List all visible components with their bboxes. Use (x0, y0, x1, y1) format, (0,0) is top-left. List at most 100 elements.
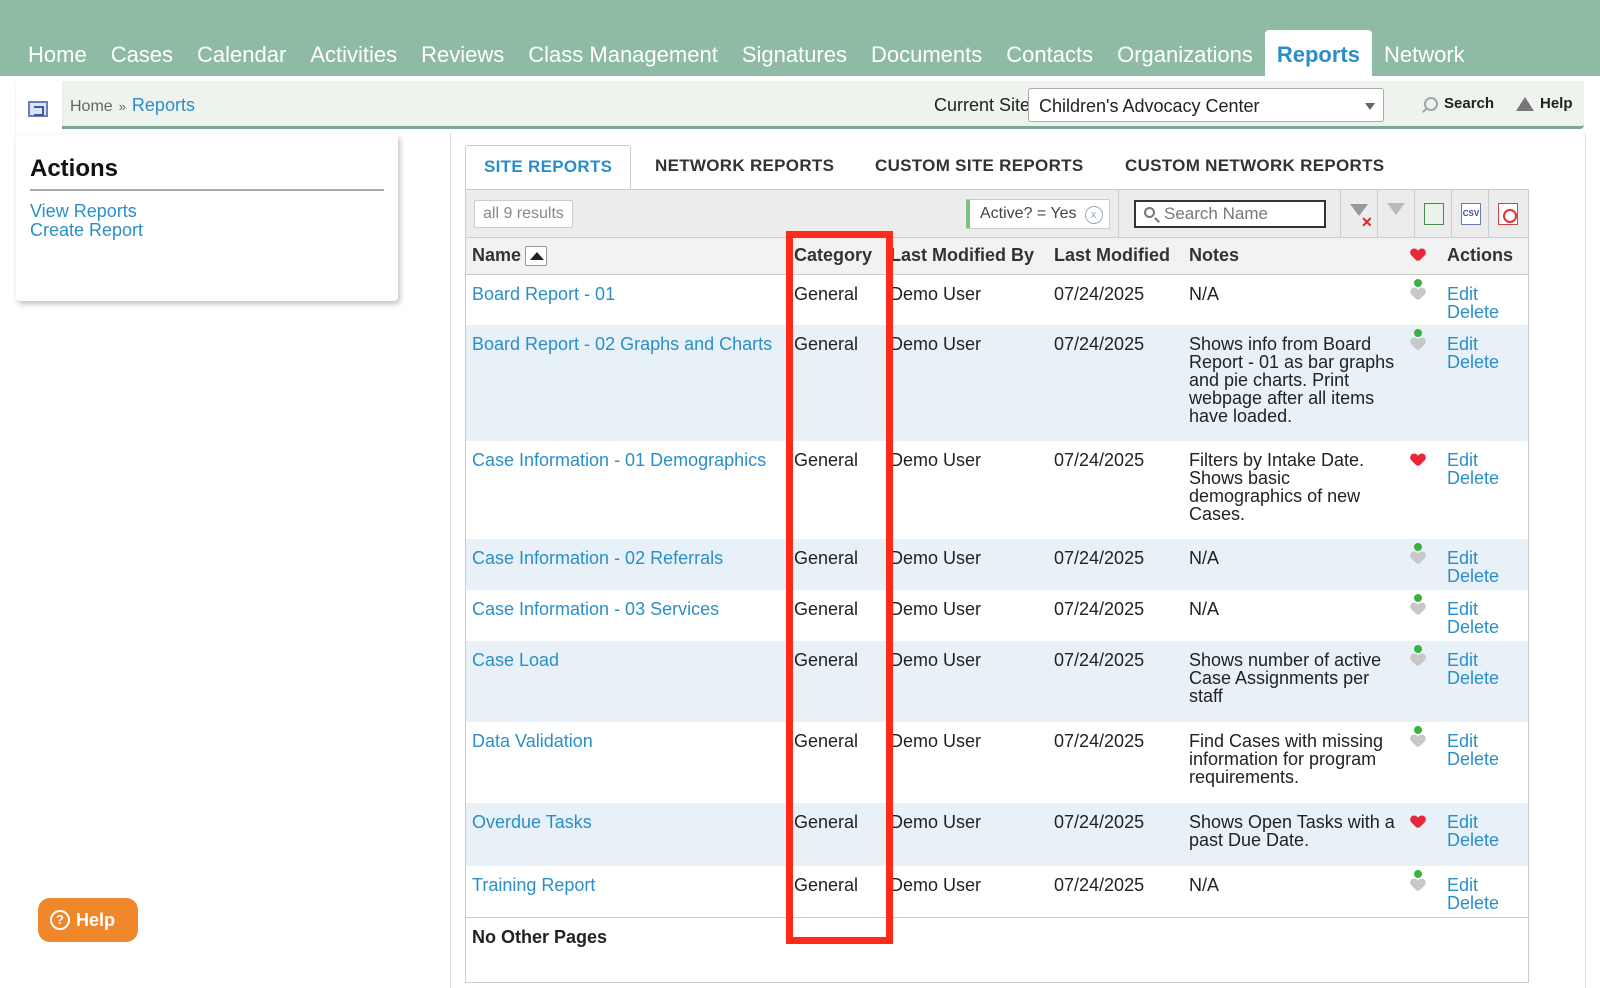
delete-link[interactable]: Delete (1447, 468, 1500, 488)
nav-tab-documents[interactable]: Documents (871, 42, 983, 67)
modified-by-cell: Demo User (890, 450, 982, 470)
nav-tab-reports[interactable]: Reports (1264, 30, 1372, 76)
current-site-select[interactable]: Children's Advocacy Center (1028, 88, 1384, 122)
edit-link[interactable]: Edit (1447, 599, 1479, 619)
col-last-modified-by[interactable]: Last Modified By (884, 238, 1048, 275)
filter-icon (1387, 203, 1405, 215)
header-search-button[interactable]: Search (1424, 95, 1494, 112)
report-name-link[interactable]: Case Information - 01 Demographics (472, 450, 767, 470)
breadcrumb-home[interactable]: Home (70, 98, 113, 115)
edit-link[interactable]: Edit (1447, 731, 1479, 751)
delete-link[interactable]: Delete (1447, 352, 1500, 372)
favorite-cell[interactable] (1405, 590, 1441, 641)
favorite-heart-icon[interactable] (1411, 552, 1425, 564)
sort-ascending-icon[interactable] (525, 246, 548, 267)
favorite-heart-icon[interactable] (1411, 338, 1425, 350)
export-pdf-button[interactable] (1488, 190, 1525, 238)
favorite-cell[interactable] (1405, 803, 1441, 866)
row-actions-cell: Edit Delete (1441, 274, 1528, 325)
modified-date-cell: 07/24/2025 (1048, 539, 1183, 590)
nav-tab-class-management[interactable]: Class Management (528, 42, 718, 67)
edit-link[interactable]: Edit (1447, 650, 1479, 670)
delete-link[interactable]: Delete (1447, 749, 1500, 769)
favorite-cell[interactable] (1405, 274, 1441, 325)
favorite-cell[interactable] (1405, 325, 1441, 441)
nav-tab-network[interactable]: Network (1383, 42, 1465, 67)
report-name-link[interactable]: Case Information - 03 Services (472, 599, 720, 619)
filter-button[interactable] (1377, 190, 1414, 238)
nav-tab-signatures[interactable]: Signatures (741, 42, 847, 67)
favorite-cell[interactable] (1405, 539, 1441, 590)
export-csv-button[interactable]: CSV (1451, 190, 1488, 238)
report-name-link[interactable]: Case Information - 02 Referrals (472, 548, 724, 568)
favorite-heart-icon[interactable] (1411, 654, 1425, 666)
report-name-link[interactable]: Overdue Tasks (472, 812, 592, 832)
nav-tab-activities[interactable]: Activities (310, 42, 398, 67)
category-cell: General (794, 450, 859, 470)
col-name-label: Name (472, 245, 522, 266)
filter-remove-icon[interactable]: x (1084, 206, 1103, 224)
delete-link[interactable]: Delete (1447, 617, 1500, 637)
favorite-heart-icon[interactable] (1411, 816, 1425, 828)
col-favorite[interactable] (1405, 238, 1441, 275)
actions-panel: Actions View Reports Create Report (16, 135, 398, 301)
col-last-modified[interactable]: Last Modified (1048, 238, 1183, 275)
report-name-cell: Data Validation (466, 722, 788, 803)
header-help-button[interactable]: Help (1516, 95, 1573, 112)
favorite-cell[interactable] (1405, 866, 1441, 917)
modified-date-cell: 07/24/2025 (1048, 325, 1183, 441)
delete-link[interactable]: Delete (1447, 566, 1500, 586)
nav-tab-cases[interactable]: Cases (110, 42, 174, 67)
modified-date-cell: 07/24/2025 (1054, 731, 1145, 751)
favorite-heart-icon[interactable] (1411, 735, 1425, 747)
search-name-input[interactable]: Search Name (1134, 200, 1326, 228)
edit-link[interactable]: Edit (1447, 283, 1479, 304)
col-name[interactable]: Name (466, 238, 788, 275)
edit-link[interactable]: Edit (1447, 875, 1479, 895)
delete-link[interactable]: Delete (1447, 893, 1500, 913)
edit-link[interactable]: Edit (1447, 450, 1479, 470)
edit-link[interactable]: Edit (1447, 548, 1479, 568)
report-name-link[interactable]: Case Load (472, 650, 560, 670)
tab-custom-site-reports[interactable]: CUSTOM SITE REPORTS (875, 156, 1084, 175)
favorite-heart-icon[interactable] (1411, 454, 1425, 466)
delete-link[interactable]: Delete (1447, 301, 1500, 322)
favorite-heart-icon[interactable] (1411, 603, 1425, 615)
tab-site-reports[interactable]: SITE REPORTS (465, 145, 632, 189)
tab-custom-network-reports[interactable]: CUSTOM NETWORK REPORTS (1125, 156, 1385, 175)
pdf-icon (1498, 203, 1518, 225)
table-row: Case Information - 01 Demographics Genera… (466, 441, 1528, 539)
create-report-link[interactable]: Create Report (30, 220, 144, 240)
floating-help-button[interactable]: ? Help (38, 898, 138, 942)
edit-link[interactable]: Edit (1447, 334, 1479, 354)
col-category[interactable]: Category (788, 238, 884, 275)
modified-by-cell: Demo User (890, 731, 982, 751)
report-name-cell: Case Information - 01 Demographics (466, 441, 788, 539)
favorite-heart-icon[interactable] (1411, 879, 1425, 891)
report-name-link[interactable]: Data Validation (472, 731, 593, 751)
nav-tab-contacts[interactable]: Contacts (1006, 42, 1094, 67)
delete-link[interactable]: Delete (1447, 668, 1500, 688)
favorite-heart-icon[interactable] (1411, 288, 1425, 300)
current-site-label: Current Site (934, 95, 1031, 115)
tab-network-reports[interactable]: NETWORK REPORTS (655, 156, 835, 175)
export-excel-button[interactable] (1414, 190, 1451, 238)
module-icon[interactable] (16, 81, 62, 141)
delete-link[interactable]: Delete (1447, 830, 1500, 850)
nav-tab-home[interactable]: Home (28, 42, 87, 67)
reports-panel: SITE REPORTS NETWORK REPORTS CUSTOM SITE… (450, 133, 1586, 988)
report-name-link[interactable]: Board Report - 01 (472, 283, 616, 304)
col-notes[interactable]: Notes (1183, 238, 1405, 275)
clear-filters-button[interactable]: ✕ (1340, 190, 1377, 238)
favorite-cell[interactable] (1405, 441, 1441, 539)
favorite-cell[interactable] (1405, 722, 1441, 803)
nav-tab-reviews[interactable]: Reviews (421, 42, 505, 67)
view-reports-link[interactable]: View Reports (30, 201, 137, 221)
nav-tab-organizations[interactable]: Organizations (1117, 42, 1253, 67)
edit-link[interactable]: Edit (1447, 812, 1479, 832)
nav-tab-calendar[interactable]: Calendar (197, 42, 287, 67)
favorite-cell[interactable] (1405, 641, 1441, 722)
report-name-link[interactable]: Board Report - 02 Graphs and Charts (472, 334, 773, 354)
breadcrumb-current[interactable]: Reports (131, 95, 195, 115)
report-name-link[interactable]: Training Report (472, 875, 596, 895)
